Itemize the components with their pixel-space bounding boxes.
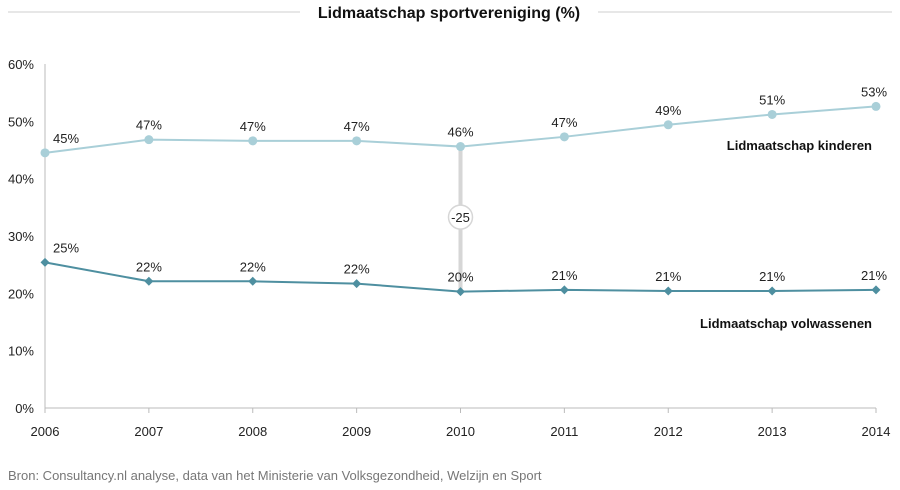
data-point xyxy=(248,276,258,286)
data-label: 21% xyxy=(759,269,785,284)
data-point xyxy=(767,109,777,119)
data-label: 47% xyxy=(136,118,162,133)
data-label: 49% xyxy=(655,103,681,118)
data-label: 46% xyxy=(447,125,473,140)
x-tick-label: 2007 xyxy=(134,424,163,439)
data-label: 22% xyxy=(136,259,162,274)
x-tick-label: 2013 xyxy=(758,424,787,439)
data-label: 21% xyxy=(861,268,887,283)
data-label: 47% xyxy=(240,119,266,134)
data-point xyxy=(456,287,465,297)
x-tick-label: 2008 xyxy=(238,424,267,439)
x-tick-label: 2011 xyxy=(550,424,578,439)
data-point xyxy=(871,101,881,111)
data-label: 53% xyxy=(861,84,887,99)
data-label: 25% xyxy=(53,240,79,255)
data-point xyxy=(559,132,569,142)
y-tick-label: 0% xyxy=(15,401,34,416)
data-label: 21% xyxy=(551,268,577,283)
x-tick-label: 2010 xyxy=(446,424,475,439)
data-point xyxy=(663,120,673,130)
y-tick-label: 10% xyxy=(8,344,34,359)
chart-title: Lidmaatschap sportvereniging (%) xyxy=(318,5,580,22)
y-tick-label: 20% xyxy=(8,286,34,301)
x-tick-label: 2006 xyxy=(31,424,60,439)
data-point xyxy=(144,276,154,286)
data-point xyxy=(248,136,258,146)
x-tick-label: 2012 xyxy=(654,424,683,439)
series-name-label: Lidmaatschap kinderen xyxy=(727,138,872,153)
data-point xyxy=(456,142,465,152)
data-label: 22% xyxy=(344,262,370,277)
data-point xyxy=(40,257,50,267)
source-note: Bron: Consultancy.nl analyse, data van h… xyxy=(8,468,542,483)
annotation-layer: -25 xyxy=(447,146,474,292)
data-label: 47% xyxy=(344,119,370,134)
data-point xyxy=(767,286,777,296)
data-label: 20% xyxy=(447,270,473,285)
data-point xyxy=(663,286,673,296)
axes: 0% 10% 20% 30% 40% 50% 60% 2006 2007 2008 2009 2010… xyxy=(8,57,890,439)
data-label: 47% xyxy=(551,115,577,130)
data-label: 45% xyxy=(53,131,79,146)
series-name-label: Lidmaatschap volwassenen xyxy=(700,316,872,331)
data-label: 21% xyxy=(655,269,681,284)
series-layer xyxy=(40,101,881,297)
y-tick-label: 40% xyxy=(8,172,34,187)
data-point xyxy=(871,285,881,295)
gap-bubble xyxy=(447,204,474,230)
y-tick-label: 30% xyxy=(8,229,34,244)
data-point xyxy=(144,135,154,145)
title-group: Lidmaatschap sportvereniging (%) xyxy=(8,5,892,22)
data-point xyxy=(40,148,50,158)
label-layer: 45% 47% 47% 47% 46% 47% 49% 51% 53% 25% 22% 22% 22% 2… xyxy=(53,84,887,331)
gap-annotation-label: -25 xyxy=(451,210,470,225)
data-label: 51% xyxy=(759,92,785,107)
data-point xyxy=(352,136,362,146)
data-point xyxy=(559,285,569,295)
y-tick-label: 50% xyxy=(8,114,34,129)
x-tick-label: 2009 xyxy=(342,424,371,439)
data-point xyxy=(352,279,362,289)
x-tick-label: 2014 xyxy=(862,424,891,439)
y-tick-label: 60% xyxy=(8,57,34,72)
data-label: 22% xyxy=(240,259,266,274)
